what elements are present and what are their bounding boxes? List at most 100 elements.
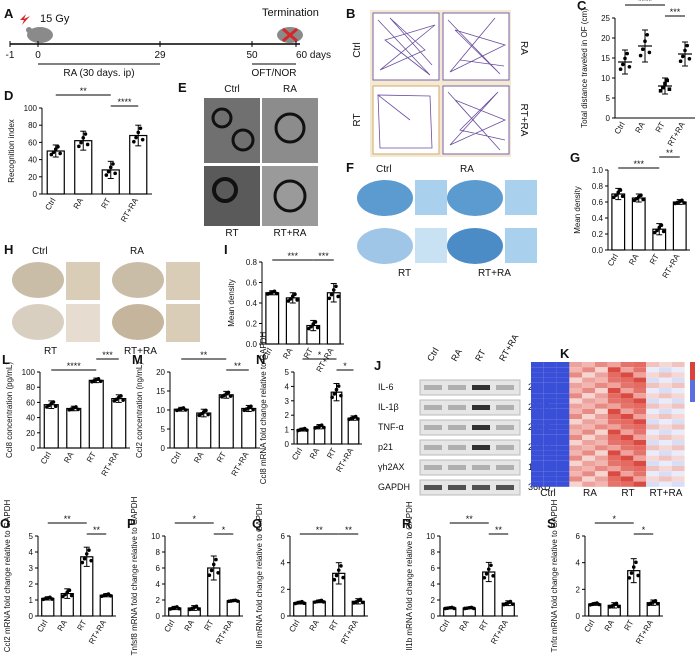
data-point [82, 556, 87, 561]
heatmap-cell [531, 382, 544, 388]
x-tick-label: RT [477, 618, 490, 632]
heatmap-cell [595, 450, 608, 456]
panel-letter: M [132, 352, 143, 367]
heatmap-cell [620, 429, 634, 435]
y-tick-label: 0 [33, 190, 38, 199]
heatmap-cell [556, 398, 570, 404]
heatmap-cell [659, 419, 672, 425]
heatmap-cell [646, 481, 659, 487]
data-point [618, 67, 623, 71]
y-tick-label: 6 [431, 564, 436, 573]
significance-label: ** [316, 525, 324, 535]
panel-e: E Ctrl RA RT RT+RA [178, 80, 318, 239]
significance-label: ** [200, 350, 208, 360]
y-tick-label: 20 [28, 173, 37, 182]
data-point [272, 289, 277, 294]
data-point [616, 604, 621, 609]
heatmap-cell [633, 393, 647, 399]
x-tick-label: Ctrl [287, 618, 301, 633]
data-point [315, 325, 320, 330]
data-point [138, 126, 143, 131]
heatmap-cell [531, 445, 544, 451]
data-point [641, 47, 645, 51]
heatmap-cell [646, 429, 659, 435]
heatmap-cell [531, 372, 544, 378]
heatmap-cell [671, 393, 685, 399]
data-point [641, 197, 645, 202]
x-tick-label: Ctrl [606, 252, 620, 267]
data-point [647, 50, 652, 55]
data-point [332, 577, 337, 582]
y-tick-label: 2 [29, 580, 34, 589]
panel-letter-k: K [560, 346, 570, 361]
y-tick-label: 0.0 [246, 340, 258, 349]
heatmap-cell [646, 408, 659, 414]
heatmap-cell [582, 476, 595, 482]
heatmap-cell [633, 440, 647, 446]
heatmap-cell [531, 434, 544, 440]
heatmap-cell [556, 455, 570, 461]
heatmap-cell [646, 440, 659, 446]
heatmap-cell [659, 466, 672, 472]
heatmap-cell [607, 471, 621, 477]
data-point [489, 563, 493, 568]
data-point [79, 140, 83, 145]
data-point [334, 387, 339, 392]
y-tick-label: 2 [431, 596, 436, 605]
y-tick-label: 0 [431, 612, 436, 621]
y-tick-label: 2 [281, 585, 286, 594]
x-tick-label: RT+RA [100, 450, 121, 478]
heatmap-cell [646, 424, 659, 430]
heatmap-cell [633, 367, 647, 373]
heatmap-cell [620, 382, 634, 388]
x-tick-label: RA [308, 446, 322, 461]
heatmap-cell [620, 460, 634, 466]
heatmap-cell [633, 476, 647, 482]
heatmap-cell [671, 429, 685, 435]
heatmap-cell [633, 460, 647, 466]
lane-label: RA [449, 347, 464, 363]
heatmap-cell [671, 372, 685, 378]
heatmap-cell [659, 481, 672, 487]
data-point [680, 198, 684, 203]
data-point [183, 408, 188, 412]
x-tick-label: Ctrl [169, 450, 183, 465]
track-ra [442, 12, 510, 81]
heatmap-cell [671, 362, 685, 368]
heatmap-cell [646, 466, 659, 472]
y-tick-label: 20 [601, 34, 610, 43]
data-point [665, 78, 669, 83]
heatmap-cell [595, 382, 608, 388]
oft-label: OFT/NOR [252, 68, 297, 79]
heatmap-cell [646, 377, 659, 383]
heatmap-cell [569, 424, 583, 430]
heatmap-cell [633, 429, 647, 435]
data-point [249, 404, 253, 409]
heatmap-cell [556, 382, 570, 388]
tick-label: 60 days [296, 50, 331, 61]
brain-slice [447, 180, 503, 216]
zoom-inset [66, 304, 100, 342]
heatmap-cell [569, 372, 583, 378]
heatmap-cell [633, 445, 647, 451]
data-point [293, 292, 297, 297]
bar [611, 193, 626, 251]
tick-label: 29 [154, 50, 166, 61]
heatmap-cell [671, 450, 685, 456]
heatmap-cell [582, 481, 595, 487]
zoom-inset [415, 180, 447, 215]
data-point [597, 602, 601, 607]
heatmap-cell [556, 429, 570, 435]
zoom-inset [505, 228, 537, 263]
heatmap-cell [620, 471, 634, 477]
y-tick-label: 6 [576, 532, 581, 541]
dose-label: 15 Gy [40, 13, 70, 25]
bar [111, 398, 127, 449]
heatmap-cell [646, 471, 659, 477]
panel-a: A 15 Gy Termination -1 0 29 50 60 days R… [4, 6, 331, 79]
blot-band [424, 485, 442, 490]
y-tick-label: 0 [29, 612, 34, 621]
data-point [508, 599, 513, 604]
data-point [51, 400, 56, 404]
bar [226, 600, 240, 617]
